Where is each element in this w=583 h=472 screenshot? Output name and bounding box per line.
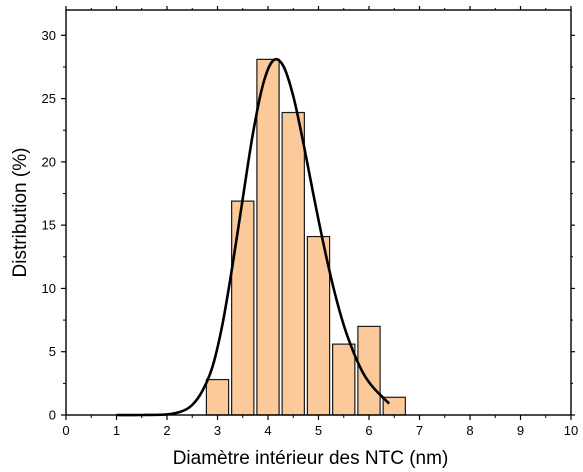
- x-tick-label: 9: [517, 423, 524, 438]
- y-tick-label: 25: [42, 91, 56, 106]
- y-tick-label: 10: [42, 281, 56, 296]
- bar-1: [231, 200, 255, 416]
- x-tick-label: 3: [214, 423, 221, 438]
- histogram-bars: [205, 58, 406, 416]
- bar-3: [281, 111, 305, 416]
- y-tick-label: 30: [42, 28, 56, 43]
- fit-curve: [116, 57, 391, 417]
- x-tick-label: 2: [163, 423, 170, 438]
- y-tick-label: 15: [42, 218, 56, 233]
- y-axis-ticks: 0 5 10 15 20 25 30: [42, 28, 575, 423]
- bar-4: [306, 235, 331, 416]
- y-axis-title: Distribution (%): [10, 148, 31, 278]
- x-axis-title: Diamètre intérieur des NTC (nm): [173, 448, 449, 469]
- x-tick-label: 10: [564, 423, 578, 438]
- x-axis-ticks: 0 1 2 3 4 5 6 7 8 9 10: [62, 6, 578, 438]
- x-tick-label: 6: [365, 423, 372, 438]
- x-tick-label: 1: [113, 423, 120, 438]
- x-tick-label: 0: [62, 423, 69, 438]
- bar-5: [332, 343, 356, 416]
- bar-2: [256, 58, 280, 416]
- y-tick-label: 20: [42, 154, 56, 169]
- y-tick-label: 5: [49, 344, 56, 359]
- y-tick-label: 0: [49, 408, 56, 423]
- x-tick-label: 7: [416, 423, 423, 438]
- x-tick-label: 8: [466, 423, 473, 438]
- x-tick-label: 5: [315, 423, 322, 438]
- x-tick-label: 4: [264, 423, 271, 438]
- bar-0: [205, 378, 230, 416]
